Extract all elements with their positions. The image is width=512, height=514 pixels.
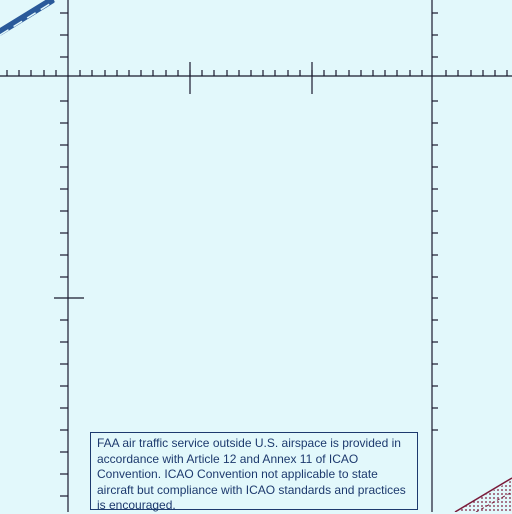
atc-service-notice: FAA air traffic service outside U.S. air…: [90, 432, 418, 512]
airway-band: [0, 0, 57, 36]
notice-text: FAA air traffic service outside U.S. air…: [97, 436, 406, 512]
boundary-band: [454, 477, 512, 512]
